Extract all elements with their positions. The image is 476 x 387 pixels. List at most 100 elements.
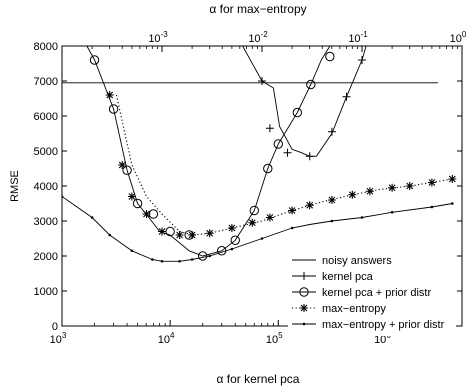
series-4-point-13 — [360, 216, 364, 219]
series-3-point-8 — [227, 224, 236, 232]
series-2-point-9-shape — [230, 235, 240, 245]
y-tick-label: 2000 — [34, 251, 58, 263]
series-4-point-3 — [130, 249, 134, 253]
legend-label-0: noisy answers — [322, 255, 392, 267]
series-line-1 — [242, 46, 367, 157]
series-layer — [62, 46, 457, 263]
series-3-point-6 — [188, 231, 197, 239]
series-2-point-14 — [306, 79, 316, 90]
series-4-point-10-shape — [260, 237, 264, 240]
series-3-point-19-shape — [448, 175, 457, 183]
legend-marker-2-shape — [299, 287, 309, 297]
series-2-point-7-shape — [197, 251, 208, 261]
series-4-point-13-shape — [360, 216, 364, 219]
series-1-point-4-shape — [327, 127, 336, 136]
series-4-point-11-shape — [290, 226, 294, 230]
series-2-point-0 — [89, 55, 100, 65]
legend: noisy answers kernel pca kernel pca + prio… — [288, 252, 456, 336]
series-3-point-14 — [348, 190, 357, 199]
series-2-point-12 — [273, 139, 283, 149]
y-tick-label: 8000 — [34, 41, 58, 53]
series-1-point-3-shape — [305, 152, 314, 161]
series-2-point-0-shape — [89, 55, 100, 65]
series-4-point-10 — [260, 237, 264, 240]
legend-marker-4-shape — [302, 322, 306, 326]
x-top-tick-exponent: 0 — [462, 30, 467, 39]
legend-label-3: max−entropy — [322, 303, 386, 315]
series-2-point-13 — [292, 107, 303, 118]
series-4-point-15 — [430, 205, 434, 209]
series-2-point-9 — [230, 235, 240, 245]
y-tick-label: 5000 — [34, 146, 58, 158]
x-bottom-tick-exponent: 4 — [170, 331, 175, 340]
series-line-4 — [62, 196, 453, 262]
legend-marker-3 — [300, 304, 308, 312]
series-2-point-1-shape — [108, 104, 119, 114]
series-1-point-6 — [358, 56, 366, 64]
series-3-point-9 — [248, 218, 257, 227]
series-2-point-11-shape — [263, 163, 273, 174]
series-2-point-1 — [108, 104, 119, 114]
x-top-tick-exponent: -3 — [161, 30, 169, 39]
series-4-point-15-shape — [430, 205, 434, 209]
x-axis-top-label: α for max−entropy — [209, 2, 306, 16]
legend-label-1: kernel pca — [322, 271, 374, 283]
series-1-point-1 — [265, 124, 274, 133]
series-2-point-2 — [122, 165, 132, 175]
series-2-point-15 — [325, 51, 335, 62]
series-1-point-2 — [283, 148, 292, 157]
legend-label-4: max−entropy + prior distr — [322, 319, 445, 331]
series-3-point-2-shape — [127, 192, 136, 201]
series-3-point-3-shape — [142, 210, 151, 218]
series-3-point-11 — [288, 206, 297, 215]
series-3-point-7 — [205, 229, 214, 238]
series-3-point-7-shape — [205, 229, 214, 238]
series-3-point-10 — [265, 213, 274, 222]
series-3-point-14-shape — [348, 190, 357, 199]
series-1-point-1-shape — [265, 124, 274, 133]
series-3-point-13 — [327, 196, 336, 204]
series-2-point-12-shape — [273, 139, 283, 149]
series-4-point-1-shape — [90, 216, 94, 219]
series-3-point-3 — [142, 210, 151, 218]
series-3-point-15-shape — [365, 187, 374, 196]
x-top-tick-exponent: -1 — [361, 30, 369, 39]
y-tick-label: 0 — [52, 321, 58, 333]
series-4-point-7 — [190, 258, 194, 261]
y-tick-label: 3000 — [34, 216, 58, 228]
legend-marker-1 — [300, 272, 308, 280]
series-4-point-5-shape — [160, 259, 164, 263]
series-4-point-12 — [330, 219, 334, 223]
series-3-point-6-shape — [188, 231, 197, 239]
series-3-point-18-shape — [427, 178, 436, 187]
series-4-point-1 — [90, 216, 94, 219]
series-line-2 — [86, 46, 331, 257]
series-3-point-1-shape — [118, 161, 127, 169]
series-2-point-10 — [249, 205, 259, 216]
y-axis-label: RMSE — [9, 170, 21, 202]
series-3-point-19 — [448, 175, 457, 183]
series-3-point-4-shape — [158, 227, 166, 236]
series-3-point-13-shape — [327, 196, 336, 204]
series-3-point-17 — [405, 182, 414, 190]
series-4-point-8-shape — [208, 254, 212, 258]
series-4-point-14 — [390, 210, 394, 214]
series-3-point-12 — [305, 201, 314, 210]
x-axis-bottom-label: α for kernel pca — [217, 372, 300, 386]
series-2-point-3-shape — [132, 198, 143, 209]
series-4-point-16-shape — [451, 202, 454, 205]
series-3-point-16-shape — [388, 183, 397, 192]
series-4-point-9 — [230, 247, 234, 251]
series-3-point-16 — [388, 183, 397, 192]
series-4-point-3-shape — [130, 249, 134, 253]
series-1-point-3 — [305, 152, 314, 161]
series-4-point-6-shape — [178, 259, 181, 263]
series-4-point-4 — [151, 258, 154, 261]
series-1-point-6-shape — [358, 56, 366, 64]
series-2-point-2-shape — [122, 165, 132, 175]
series-4-point-2-shape — [108, 233, 112, 237]
series-3-point-10-shape — [265, 213, 274, 222]
series-1-point-5 — [342, 92, 351, 101]
series-1-point-4 — [327, 127, 336, 136]
